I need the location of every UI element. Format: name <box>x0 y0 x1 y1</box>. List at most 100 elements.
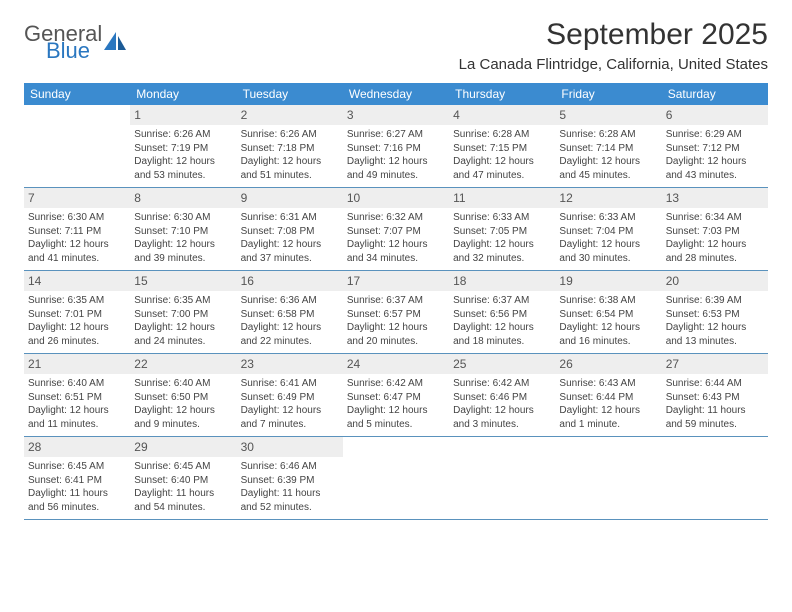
day-detail-line: Daylight: 12 hours and 11 minutes. <box>28 404 126 431</box>
calendar-day: 9Sunrise: 6:31 AMSunset: 7:08 PMDaylight… <box>237 188 343 270</box>
day-number: 5 <box>555 105 661 125</box>
day-detail-line: Sunset: 6:51 PM <box>28 391 126 405</box>
day-detail-line: Sunrise: 6:37 AM <box>453 294 551 308</box>
day-detail-line: Daylight: 12 hours and 28 minutes. <box>666 238 764 265</box>
day-number: 10 <box>343 188 449 208</box>
day-detail-line: Sunrise: 6:45 AM <box>134 460 232 474</box>
day-number: 17 <box>343 271 449 291</box>
day-number: 2 <box>237 105 343 125</box>
day-number: 25 <box>449 354 555 374</box>
calendar-day: 30Sunrise: 6:46 AMSunset: 6:39 PMDayligh… <box>237 437 343 519</box>
calendar-day <box>555 437 661 519</box>
day-detail-line: Daylight: 12 hours and 16 minutes. <box>559 321 657 348</box>
day-detail-line: Sunset: 6:58 PM <box>241 308 339 322</box>
day-detail-line: Sunset: 7:16 PM <box>347 142 445 156</box>
calendar-grid: SundayMondayTuesdayWednesdayThursdayFrid… <box>24 83 768 520</box>
calendar-day: 29Sunrise: 6:45 AMSunset: 6:40 PMDayligh… <box>130 437 236 519</box>
day-detail-line: Sunrise: 6:30 AM <box>134 211 232 225</box>
weekday-header-cell: Wednesday <box>343 83 449 105</box>
day-number: 13 <box>662 188 768 208</box>
day-detail-line: Sunset: 6:41 PM <box>28 474 126 488</box>
day-detail-line: Sunset: 7:19 PM <box>134 142 232 156</box>
day-detail-line: Daylight: 12 hours and 13 minutes. <box>666 321 764 348</box>
day-detail-line: Daylight: 11 hours and 54 minutes. <box>134 487 232 514</box>
day-detail-line: Sunrise: 6:35 AM <box>28 294 126 308</box>
day-number: 3 <box>343 105 449 125</box>
day-number: 8 <box>130 188 236 208</box>
day-number: 27 <box>662 354 768 374</box>
day-detail-line: Daylight: 12 hours and 47 minutes. <box>453 155 551 182</box>
calendar-day <box>343 437 449 519</box>
day-number: 21 <box>24 354 130 374</box>
day-detail-line: Sunrise: 6:26 AM <box>241 128 339 142</box>
day-detail-line: Daylight: 12 hours and 34 minutes. <box>347 238 445 265</box>
day-number: 28 <box>24 437 130 457</box>
day-detail-line: Sunrise: 6:46 AM <box>241 460 339 474</box>
day-detail-line: Sunrise: 6:31 AM <box>241 211 339 225</box>
day-detail-line: Sunrise: 6:37 AM <box>347 294 445 308</box>
day-detail-line: Sunrise: 6:41 AM <box>241 377 339 391</box>
calendar-day: 24Sunrise: 6:42 AMSunset: 6:47 PMDayligh… <box>343 354 449 436</box>
calendar-day: 20Sunrise: 6:39 AMSunset: 6:53 PMDayligh… <box>662 271 768 353</box>
day-number: 6 <box>662 105 768 125</box>
calendar-day: 12Sunrise: 6:33 AMSunset: 7:04 PMDayligh… <box>555 188 661 270</box>
weekday-header-cell: Thursday <box>449 83 555 105</box>
day-detail-line: Sunrise: 6:27 AM <box>347 128 445 142</box>
calendar-day <box>24 105 130 187</box>
day-number: 1 <box>130 105 236 125</box>
calendar-day <box>449 437 555 519</box>
day-detail-line: Sunrise: 6:43 AM <box>559 377 657 391</box>
day-detail-line: Sunset: 6:49 PM <box>241 391 339 405</box>
calendar-day: 5Sunrise: 6:28 AMSunset: 7:14 PMDaylight… <box>555 105 661 187</box>
location-text: La Canada Flintridge, California, United… <box>459 56 768 73</box>
day-detail-line: Daylight: 12 hours and 53 minutes. <box>134 155 232 182</box>
day-detail-line: Sunrise: 6:42 AM <box>453 377 551 391</box>
calendar-day: 26Sunrise: 6:43 AMSunset: 6:44 PMDayligh… <box>555 354 661 436</box>
day-detail-line: Daylight: 12 hours and 24 minutes. <box>134 321 232 348</box>
calendar-day: 14Sunrise: 6:35 AMSunset: 7:01 PMDayligh… <box>24 271 130 353</box>
day-detail-line: Sunset: 6:47 PM <box>347 391 445 405</box>
sail-icon <box>102 30 128 59</box>
day-detail-line: Sunset: 7:18 PM <box>241 142 339 156</box>
day-detail-line: Sunrise: 6:26 AM <box>134 128 232 142</box>
day-detail-line: Daylight: 12 hours and 3 minutes. <box>453 404 551 431</box>
day-detail-line: Sunset: 6:40 PM <box>134 474 232 488</box>
calendar-day: 19Sunrise: 6:38 AMSunset: 6:54 PMDayligh… <box>555 271 661 353</box>
day-detail-line: Sunset: 6:57 PM <box>347 308 445 322</box>
day-detail-line: Sunset: 7:12 PM <box>666 142 764 156</box>
day-detail-line: Daylight: 12 hours and 22 minutes. <box>241 321 339 348</box>
weekday-header: SundayMondayTuesdayWednesdayThursdayFrid… <box>24 83 768 105</box>
day-detail-line: Daylight: 12 hours and 9 minutes. <box>134 404 232 431</box>
day-detail-line: Sunrise: 6:36 AM <box>241 294 339 308</box>
day-detail-line: Sunrise: 6:28 AM <box>559 128 657 142</box>
calendar-day: 8Sunrise: 6:30 AMSunset: 7:10 PMDaylight… <box>130 188 236 270</box>
day-detail-line: Sunrise: 6:33 AM <box>453 211 551 225</box>
calendar-day: 17Sunrise: 6:37 AMSunset: 6:57 PMDayligh… <box>343 271 449 353</box>
day-detail-line: Sunrise: 6:29 AM <box>666 128 764 142</box>
calendar-day: 11Sunrise: 6:33 AMSunset: 7:05 PMDayligh… <box>449 188 555 270</box>
calendar-week: 7Sunrise: 6:30 AMSunset: 7:11 PMDaylight… <box>24 188 768 271</box>
month-title: September 2025 <box>459 18 768 52</box>
weekday-header-cell: Tuesday <box>237 83 343 105</box>
day-detail-line: Daylight: 12 hours and 49 minutes. <box>347 155 445 182</box>
day-detail-line: Daylight: 12 hours and 32 minutes. <box>453 238 551 265</box>
day-number: 4 <box>449 105 555 125</box>
weekday-header-cell: Friday <box>555 83 661 105</box>
day-detail-line: Sunset: 6:44 PM <box>559 391 657 405</box>
calendar-day: 21Sunrise: 6:40 AMSunset: 6:51 PMDayligh… <box>24 354 130 436</box>
day-detail-line: Daylight: 12 hours and 30 minutes. <box>559 238 657 265</box>
calendar-day: 15Sunrise: 6:35 AMSunset: 7:00 PMDayligh… <box>130 271 236 353</box>
day-detail-line: Sunset: 6:53 PM <box>666 308 764 322</box>
calendar-day: 1 Sunrise: 6:26 AMSunset: 7:19 PMDaylight… <box>130 105 236 187</box>
calendar-day: 22Sunrise: 6:40 AMSunset: 6:50 PMDayligh… <box>130 354 236 436</box>
day-number: 12 <box>555 188 661 208</box>
day-detail-line: Sunset: 6:39 PM <box>241 474 339 488</box>
day-detail-line: Sunrise: 6:28 AM <box>453 128 551 142</box>
day-number: 30 <box>237 437 343 457</box>
calendar-week: 1Sunrise: 6:26 AMSunset: 7:19 PMDaylight… <box>24 105 768 188</box>
calendar-day: 23Sunrise: 6:41 AMSunset: 6:49 PMDayligh… <box>237 354 343 436</box>
day-detail-line: Sunrise: 6:30 AM <box>28 211 126 225</box>
day-detail-line: Sunrise: 6:42 AM <box>347 377 445 391</box>
day-number: 22 <box>130 354 236 374</box>
calendar-day: 4Sunrise: 6:28 AMSunset: 7:15 PMDaylight… <box>449 105 555 187</box>
